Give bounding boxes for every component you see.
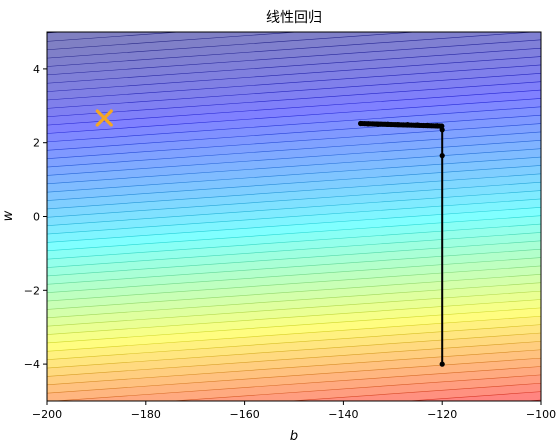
x-axis-ticks: −200 −180 −160 −140 −120 −100 — [32, 401, 556, 421]
y-tick-label: 0 — [33, 211, 40, 224]
y-tick-label: 4 — [33, 63, 40, 76]
y-tick-label: −4 — [24, 358, 40, 371]
contour-line — [47, 56, 541, 92]
optimum-x-stroke — [95, 109, 113, 127]
contour-line — [47, 106, 541, 143]
contour-line — [47, 223, 541, 260]
contour-line — [47, 248, 541, 285]
y-tick-label: −2 — [24, 284, 40, 297]
x-tick-label: −120 — [427, 408, 457, 421]
contour-line — [47, 181, 541, 218]
contour-line — [47, 73, 541, 109]
contour-line — [47, 282, 541, 319]
contour-line — [47, 274, 541, 310]
contour-line — [47, 207, 541, 243]
x-tick-label: −160 — [229, 408, 259, 421]
descent-point — [439, 361, 445, 367]
contour-line — [47, 299, 541, 335]
descent-point — [358, 120, 364, 127]
contour-line — [47, 64, 541, 101]
chart-title: 线性回归 — [266, 9, 322, 26]
contour-line — [47, 240, 541, 277]
contour-line — [50, 366, 541, 401]
contour-line — [47, 357, 541, 394]
contour-line — [47, 89, 541, 126]
contour-line — [47, 98, 541, 134]
contour-line — [47, 198, 541, 235]
contour-line — [47, 123, 541, 159]
x-tick-label: −140 — [328, 408, 358, 421]
optimum-marker — [95, 109, 113, 127]
contour-line — [47, 307, 541, 344]
contour-line — [404, 391, 541, 401]
y-axis-ticks: −4 −2 0 2 4 — [24, 63, 47, 371]
contour-line — [47, 148, 541, 185]
contour-line — [47, 131, 541, 168]
gradient-descent-path — [358, 120, 445, 367]
contour-line — [47, 81, 541, 118]
contour-line — [47, 47, 541, 84]
contour-line — [47, 257, 541, 293]
x-axis-label: b — [290, 429, 298, 444]
contour-line — [47, 32, 184, 42]
contour-line — [47, 39, 541, 76]
contour-line — [47, 290, 541, 327]
contour-line — [47, 32, 538, 67]
x-tick-label: −200 — [32, 408, 62, 421]
contour-line — [47, 190, 541, 226]
descent-point — [439, 153, 445, 159]
descent-dense-points — [358, 120, 445, 129]
y-axis-label: w — [1, 210, 16, 221]
contour-line — [47, 156, 541, 193]
contour-line — [47, 341, 541, 377]
contour-line — [47, 265, 541, 302]
contour-lines — [47, 32, 541, 401]
contour-line — [47, 232, 541, 268]
contour-line — [47, 140, 541, 176]
x-tick-label: −100 — [526, 408, 556, 421]
contour-fill — [47, 32, 541, 401]
contour-line — [47, 215, 541, 252]
contour-line — [47, 173, 541, 210]
contour-line — [168, 374, 541, 401]
contour-line — [47, 32, 420, 59]
contour-line — [47, 114, 541, 151]
contour-line — [47, 165, 541, 201]
contour-line — [47, 315, 541, 352]
contour-line — [47, 349, 541, 386]
x-tick-label: −180 — [131, 408, 161, 421]
contour-line — [47, 324, 541, 360]
contour-line — [47, 332, 541, 369]
y-tick-label: 2 — [33, 137, 40, 150]
